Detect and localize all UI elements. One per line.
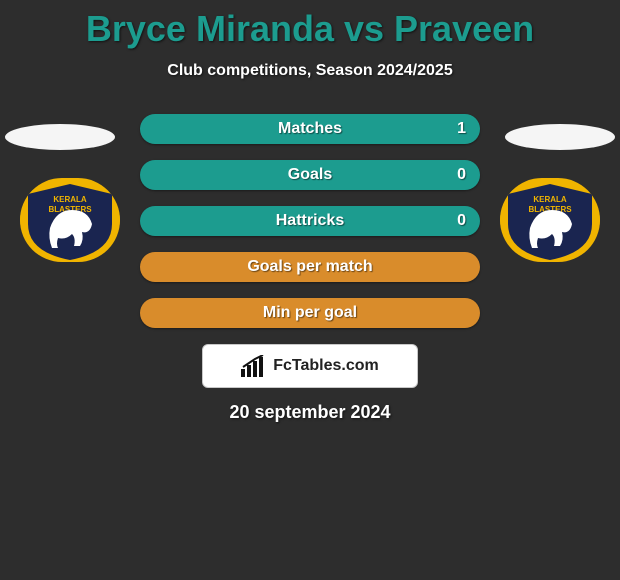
stat-bar-hattricks: Hattricks 0 (140, 206, 480, 236)
club-badge-icon: KERALA BLASTERS (20, 178, 120, 262)
stat-bar-goals: Goals 0 (140, 160, 480, 190)
date-text: 20 september 2024 (0, 402, 620, 423)
stat-value-right: 1 (457, 120, 466, 138)
stat-bar-matches: Matches 1 (140, 114, 480, 144)
player-left-flag-ellipse (5, 124, 115, 150)
club-badge-icon: KERALA BLASTERS (500, 178, 600, 262)
player-right-flag-ellipse (505, 124, 615, 150)
player-left-club-badge: KERALA BLASTERS (20, 178, 120, 262)
page-title: Bryce Miranda vs Praveen (0, 0, 620, 50)
stat-label: Goals per match (247, 258, 372, 276)
brand-bars-icon (241, 355, 269, 377)
brand-text: FcTables.com (273, 357, 379, 375)
stat-bar-goals-per-match: Goals per match (140, 252, 480, 282)
stat-label: Matches (278, 120, 342, 138)
svg-text:KERALA: KERALA (53, 195, 87, 204)
stat-bars: Matches 1 Goals 0 Hattricks 0 Goals per … (140, 114, 480, 328)
stat-label: Hattricks (276, 212, 344, 230)
player-right-club-badge: KERALA BLASTERS (500, 178, 600, 262)
subtitle: Club competitions, Season 2024/2025 (0, 62, 620, 80)
stat-value-right: 0 (457, 166, 466, 184)
stat-label: Min per goal (263, 304, 357, 322)
stat-value-right: 0 (457, 212, 466, 230)
brand-box[interactable]: FcTables.com (202, 344, 418, 388)
svg-text:KERALA: KERALA (533, 195, 567, 204)
stat-label: Goals (288, 166, 332, 184)
stat-bar-min-per-goal: Min per goal (140, 298, 480, 328)
